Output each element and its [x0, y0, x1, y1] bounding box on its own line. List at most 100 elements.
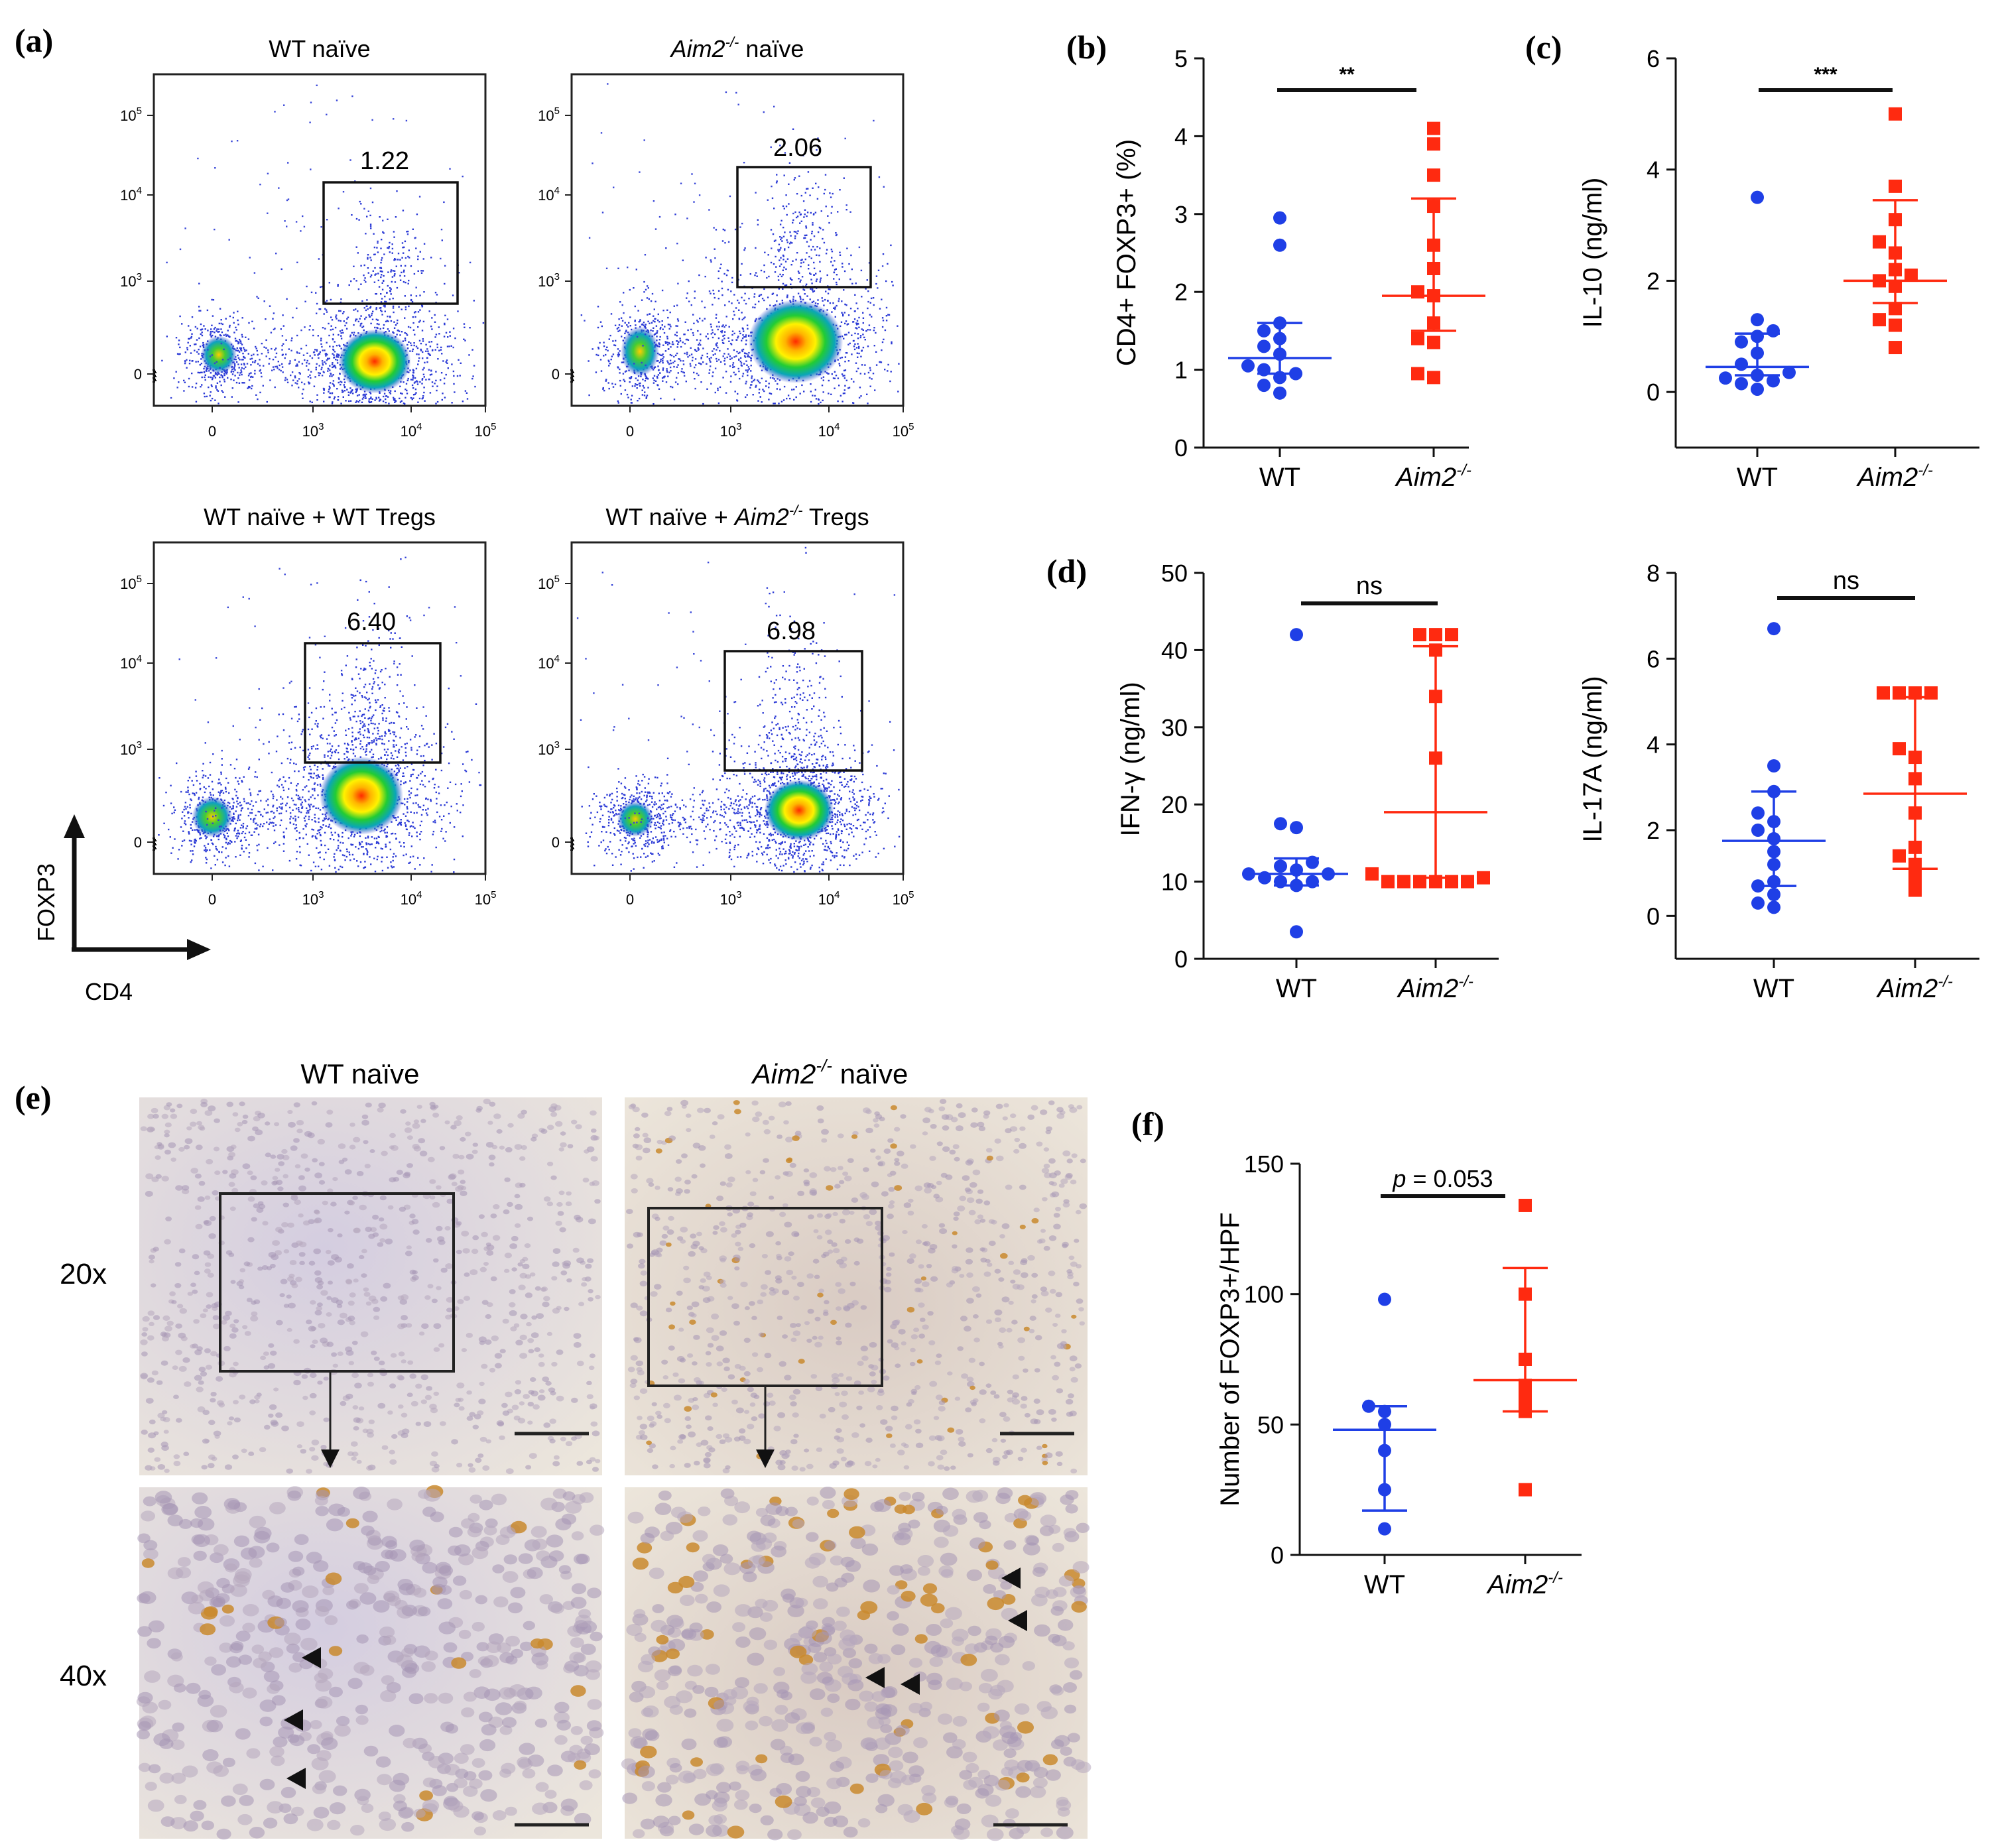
scatter-point [246, 363, 249, 365]
scatter-point [862, 346, 865, 349]
scatter-point [287, 198, 290, 200]
scatter-point [412, 369, 414, 371]
scatter-point [768, 399, 770, 400]
gate-percentage: 2.06 [773, 134, 822, 162]
scatter-point [345, 747, 347, 749]
scatter-point [257, 810, 259, 813]
scatter-point [662, 380, 664, 382]
scatter-point [221, 851, 223, 853]
scatter-point [342, 396, 344, 398]
scatter-point [388, 402, 390, 404]
scatter-point [395, 265, 397, 267]
scatter-point [381, 282, 383, 284]
scatter-point [307, 369, 310, 371]
scatter-point [288, 742, 290, 744]
scatter-point [196, 328, 198, 330]
scatter-point [275, 356, 277, 358]
scatter-point [237, 341, 239, 343]
scatter-point [299, 746, 301, 749]
scatter-point [174, 838, 176, 840]
scatter-point [243, 851, 245, 853]
scatter-point [607, 349, 609, 351]
scatter-point [398, 306, 400, 308]
scatter-point [265, 347, 267, 349]
scatter-point [448, 762, 450, 765]
scatter-point [415, 247, 417, 249]
scatter-point [804, 258, 806, 261]
scatter-point [757, 400, 759, 402]
scatter-point [727, 269, 729, 272]
scatter-point [324, 361, 326, 363]
scatter-point [737, 367, 739, 370]
scatter-point [792, 128, 794, 130]
density-core [338, 329, 411, 394]
scatter-point [232, 361, 234, 363]
scatter-point [204, 379, 206, 381]
scatter-point [789, 277, 792, 279]
scatter-point [726, 356, 728, 359]
scatter-point [206, 836, 208, 838]
scatter-point [698, 362, 700, 364]
scatter-point [318, 776, 320, 778]
scatter-point [422, 258, 424, 260]
scatter-point [802, 154, 804, 156]
scatter-point [795, 231, 797, 233]
y-tick-label: 104 [120, 185, 142, 204]
scatter-point [414, 388, 417, 391]
scatter-point [813, 290, 816, 292]
scatter-point [273, 369, 275, 371]
scatter-point [296, 365, 298, 367]
scatter-point [190, 812, 192, 815]
scatter-point [844, 369, 847, 371]
scatter-point [225, 777, 227, 780]
scatter-point [317, 335, 319, 337]
scatter-point [316, 726, 319, 728]
scatter-point [676, 304, 678, 306]
scatter-point [173, 806, 175, 808]
scatter-point [890, 371, 892, 373]
scatter-point [240, 349, 242, 351]
scatter-point [647, 314, 649, 316]
scatter-point [204, 742, 206, 744]
scatter-point [210, 839, 212, 841]
scatter-point [735, 355, 737, 357]
scatter-point [206, 368, 208, 370]
scatter-point [649, 322, 651, 324]
scatter-point [406, 233, 409, 235]
scatter-point [416, 776, 418, 779]
scatter-point [440, 349, 442, 351]
scatter-point [239, 340, 242, 343]
scatter-point [280, 369, 282, 372]
scatter-point [182, 811, 184, 813]
scatter-point [326, 353, 328, 355]
scatter-point [440, 228, 443, 231]
scatter-point [424, 361, 426, 364]
scatter-point [229, 315, 231, 318]
scatter-point [448, 688, 450, 690]
scatter-point [176, 387, 178, 389]
scatter-point [388, 245, 391, 248]
scatter-point [370, 274, 373, 277]
scatter-point [592, 348, 593, 350]
scatter-point [722, 324, 724, 326]
scatter-point [755, 386, 757, 388]
scatter-point [225, 847, 227, 849]
scatter-point [237, 363, 239, 365]
scatter-point [218, 838, 219, 841]
scatter-point [881, 265, 884, 267]
scatter-point [220, 334, 222, 337]
scatter-point [629, 377, 631, 379]
scatter-point [408, 862, 410, 864]
scatter-point [383, 393, 386, 395]
scatter-point [347, 316, 349, 318]
scatter-point [238, 341, 240, 344]
scatter-point [354, 755, 356, 757]
scatter-point [438, 792, 440, 794]
scatter-point [341, 381, 343, 383]
scatter-point [800, 194, 802, 197]
scatter-point [320, 706, 322, 708]
scatter-point [212, 843, 214, 845]
scatter-point [649, 313, 651, 315]
scatter-point [872, 373, 875, 375]
scatter-point [247, 814, 250, 817]
